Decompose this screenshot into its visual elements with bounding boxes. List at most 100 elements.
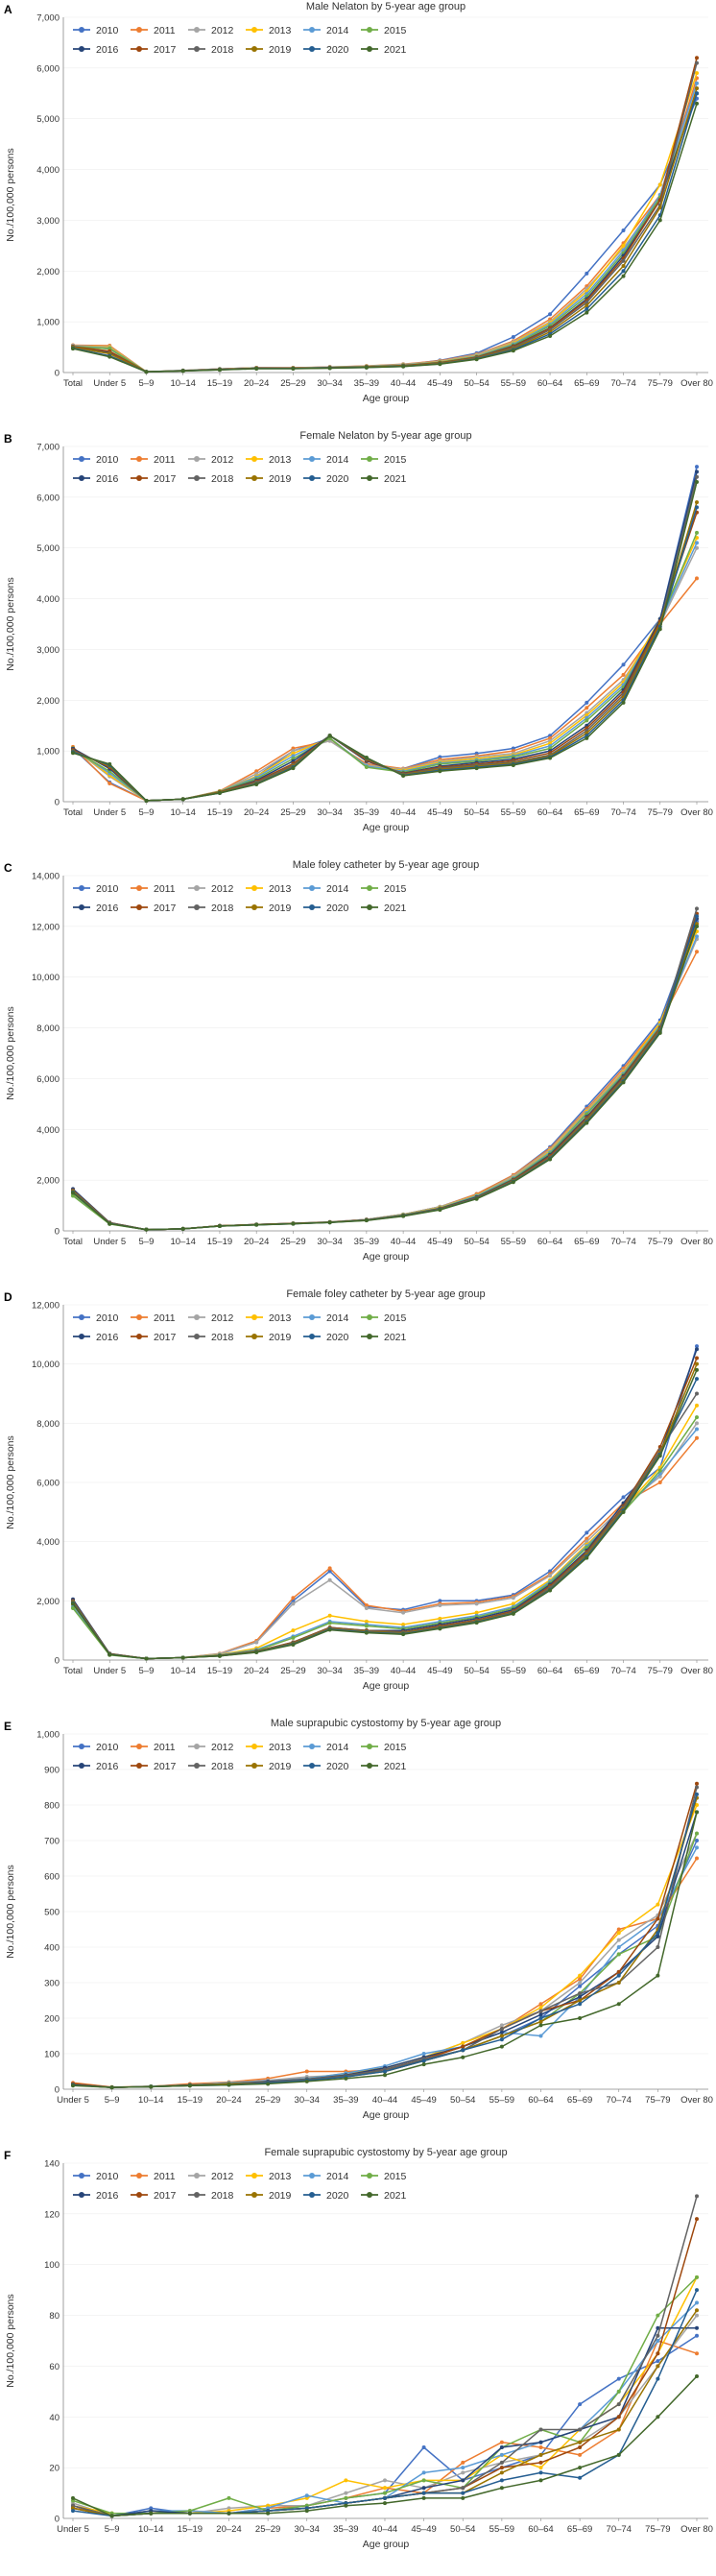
data-point-2015 (585, 718, 589, 723)
data-point-2020 (461, 2048, 465, 2053)
legend-marker (136, 27, 142, 33)
data-point-2010 (695, 465, 699, 469)
x-tick-label: 35–39 (354, 1666, 379, 1676)
legend-item-2013: 2013 (246, 883, 292, 895)
data-point-2015 (364, 765, 369, 770)
data-point-2020 (499, 2037, 504, 2042)
x-tick-label: Total (63, 1666, 83, 1676)
data-point-2015 (71, 1606, 75, 1611)
data-point-2013 (621, 243, 626, 248)
series-line-2015 (72, 1833, 698, 2088)
data-point-2014 (499, 2452, 504, 2457)
data-point-2021 (585, 1555, 589, 1560)
legend-item-2019: 2019 (246, 2190, 292, 2202)
legend-label: 2017 (154, 1761, 177, 1772)
data-point-2021 (71, 347, 75, 351)
legend-label: 2011 (154, 1312, 176, 1324)
x-tick-label: 45–49 (427, 1237, 452, 1247)
legend-marker (309, 1744, 315, 1749)
data-point-2012 (511, 1596, 515, 1601)
legend-label: 2018 (211, 44, 234, 56)
y-tick-label: 14,000 (32, 872, 60, 882)
legend-label: 2019 (269, 44, 292, 56)
data-point-2019 (621, 264, 626, 268)
data-point-2021 (695, 1367, 699, 1372)
legend-item-2017: 2017 (131, 2190, 177, 2202)
legend-item-2015: 2015 (361, 883, 407, 895)
legend-marker (79, 1314, 84, 1320)
data-point-2012 (254, 1640, 259, 1645)
data-point-2021 (499, 2044, 504, 2049)
data-point-2019 (499, 2034, 504, 2038)
legend-marker (79, 46, 84, 52)
legend-item-2014: 2014 (303, 25, 349, 36)
y-tick-label: 100 (44, 2260, 60, 2271)
legend-item-2011: 2011 (131, 454, 176, 466)
data-point-2011 (364, 1602, 369, 1607)
legend-marker (194, 885, 200, 891)
data-point-2012 (327, 1577, 332, 1582)
x-tick-label: 30–34 (295, 2095, 320, 2106)
data-point-2020 (695, 505, 699, 510)
data-point-2013 (578, 1973, 583, 1978)
x-tick-label: 20–24 (244, 807, 269, 818)
data-point-2017 (656, 2351, 660, 2356)
data-point-2021 (71, 1601, 75, 1606)
legend-marker (136, 456, 142, 462)
series-line-2020 (72, 507, 698, 802)
legend-item-2018: 2018 (188, 1332, 234, 1343)
y-tick-label: 4,000 (36, 594, 60, 605)
legend-marker (136, 1744, 142, 1749)
legend-label: 2019 (269, 2190, 292, 2202)
y-tick-label: 300 (44, 1979, 60, 1989)
data-point-2012 (364, 1606, 369, 1611)
x-tick-label: 65–69 (574, 1666, 599, 1676)
data-point-2019 (538, 2019, 543, 2024)
data-point-2021 (548, 333, 553, 338)
legend-item-2012: 2012 (188, 25, 234, 36)
x-tick-label: Under 5 (57, 2095, 89, 2106)
data-point-2012 (578, 1981, 583, 1985)
series-line-2017 (72, 58, 698, 373)
y-tick-label: 8,000 (36, 1419, 60, 1430)
data-point-2021 (585, 1120, 589, 1125)
y-tick-label: 5,000 (36, 543, 60, 554)
legend-marker (309, 1314, 315, 1320)
panel-letter: F (4, 2149, 11, 2162)
data-point-2021 (254, 1222, 259, 1227)
x-tick-label: 75–79 (648, 1237, 673, 1247)
data-point-2013 (657, 182, 662, 187)
legend-item-2010: 2010 (73, 883, 119, 895)
legend-marker (367, 1314, 372, 1320)
legend-marker (367, 1763, 372, 1769)
x-axis-label: Age group (363, 2539, 410, 2550)
data-point-2016 (695, 469, 699, 474)
data-point-2021 (548, 1157, 553, 1162)
legend-marker (194, 27, 200, 33)
data-point-2014 (461, 2466, 465, 2470)
data-point-2015 (421, 2478, 426, 2483)
legend-label: 2018 (211, 2190, 234, 2202)
legend-label: 2014 (326, 25, 349, 36)
legend-label: 2019 (269, 1332, 292, 1343)
legend-marker (309, 27, 315, 33)
data-point-2015 (364, 1624, 369, 1628)
data-point-2020 (585, 306, 589, 311)
data-point-2013 (616, 1931, 621, 1936)
chart-title: Female suprapubic cystostomy by 5-year a… (264, 2147, 507, 2158)
data-point-2021 (621, 1509, 626, 1514)
x-tick-label: 55–59 (501, 807, 526, 818)
data-point-2021 (109, 2514, 114, 2518)
series-line-2017 (72, 1783, 698, 2088)
data-point-2012 (474, 1601, 479, 1606)
data-point-2021 (107, 1221, 112, 1226)
x-tick-label: 5–9 (139, 1237, 155, 1247)
legend-label: 2016 (96, 473, 119, 485)
data-point-2017 (616, 2415, 621, 2420)
legend-marker (251, 475, 257, 481)
legend-item-2013: 2013 (246, 1312, 292, 1324)
legend-marker (136, 1314, 142, 1320)
legend-marker (194, 2173, 200, 2179)
data-point-2015 (383, 2491, 387, 2495)
x-tick-label: 60–64 (537, 1666, 562, 1676)
